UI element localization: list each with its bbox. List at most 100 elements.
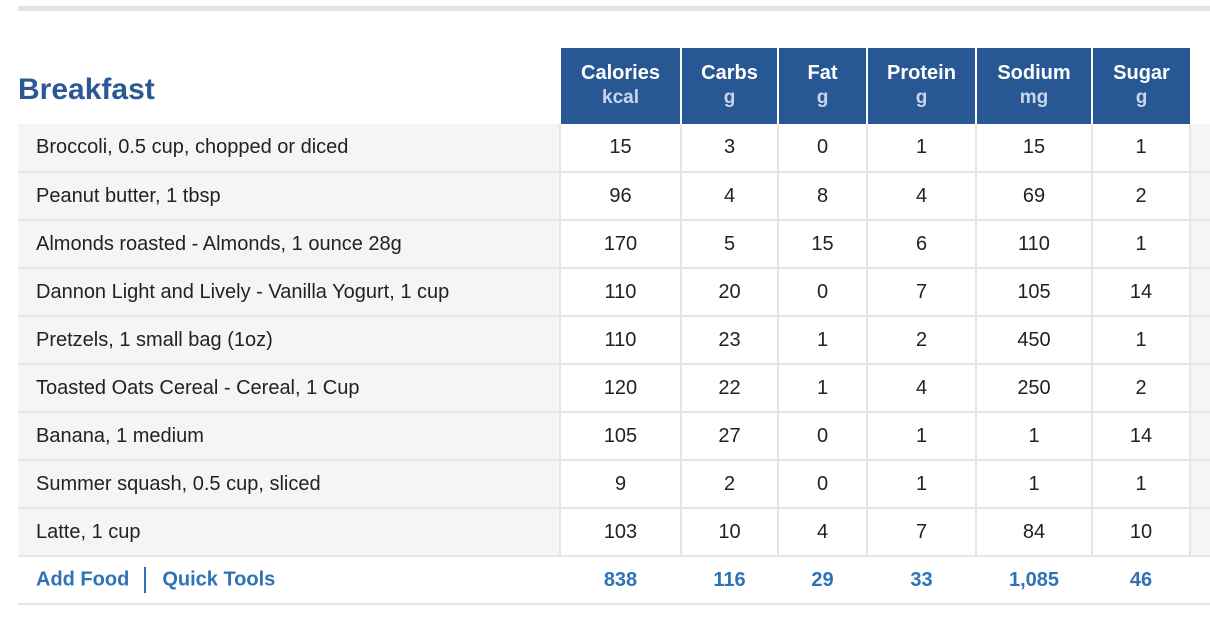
- fat-cell: 4: [777, 508, 867, 557]
- total-sugar: 46: [1092, 556, 1190, 605]
- column-name: Carbs: [701, 62, 758, 84]
- sugar-cell: 14: [1091, 268, 1190, 317]
- sodium-cell: 69: [975, 172, 1092, 221]
- carbs-cell: 4: [680, 172, 778, 221]
- add-food-link[interactable]: Add Food: [36, 568, 130, 591]
- protein-cell: 6: [866, 220, 976, 269]
- carbs-cell: 23: [680, 316, 778, 365]
- fat-cell: 0: [777, 268, 867, 317]
- column-header-sugar: Sugar g: [1091, 48, 1190, 124]
- fat-cell: 15: [777, 220, 867, 269]
- column-name: Sodium: [997, 62, 1071, 84]
- totals-row: Add Food Quick Tools 838 116 29 33 1,085 …: [18, 556, 1210, 605]
- row-spacer: [1189, 268, 1210, 317]
- food-row[interactable]: Toasted Oats Cereal - Cereal, 1 Cup 120 …: [18, 364, 1210, 413]
- calories-cell: 110: [559, 268, 681, 317]
- sodium-cell: 250: [975, 364, 1092, 413]
- meal-actions: Add Food Quick Tools: [18, 556, 560, 605]
- total-sodium: 1,085: [976, 556, 1092, 605]
- food-row[interactable]: Latte, 1 cup 103 10 4 7 84 10: [18, 508, 1210, 557]
- column-header-fat: Fat g: [777, 48, 867, 124]
- food-row[interactable]: Almonds roasted - Almonds, 1 ounce 28g 1…: [18, 220, 1210, 269]
- top-divider: [18, 6, 1210, 11]
- food-name[interactable]: Pretzels, 1 small bag (1oz): [18, 316, 560, 365]
- carbs-cell: 27: [680, 412, 778, 461]
- food-name[interactable]: Almonds roasted - Almonds, 1 ounce 28g: [18, 220, 560, 269]
- sugar-cell: 2: [1091, 172, 1190, 221]
- sugar-cell: 1: [1091, 124, 1190, 173]
- row-spacer: [1189, 412, 1210, 461]
- fat-cell: 8: [777, 172, 867, 221]
- sodium-cell: 105: [975, 268, 1092, 317]
- protein-cell: 1: [866, 460, 976, 509]
- food-row[interactable]: Summer squash, 0.5 cup, sliced 9 2 0 1 1…: [18, 460, 1210, 509]
- column-unit: g: [816, 87, 829, 108]
- calories-cell: 120: [559, 364, 681, 413]
- protein-cell: 1: [866, 124, 976, 173]
- carbs-cell: 3: [680, 124, 778, 173]
- column-name: Sugar: [1113, 62, 1170, 84]
- food-row[interactable]: Banana, 1 medium 105 27 0 1 1 14: [18, 412, 1210, 461]
- total-calories: 838: [560, 556, 681, 605]
- column-unit: mg: [1019, 87, 1049, 108]
- sodium-cell: 84: [975, 508, 1092, 557]
- row-spacer: [1189, 172, 1210, 221]
- table-header-row: Breakfast Calories kcal Carbs g Fat g Pr…: [18, 48, 1210, 124]
- column-unit: kcal: [602, 87, 639, 108]
- sugar-cell: 10: [1091, 508, 1190, 557]
- total-protein: 33: [867, 556, 976, 605]
- food-row[interactable]: Pretzels, 1 small bag (1oz) 110 23 1 2 4…: [18, 316, 1210, 365]
- column-header-carbs: Carbs g: [680, 48, 778, 124]
- food-row[interactable]: Peanut butter, 1 tbsp 96 4 8 4 69 2: [18, 172, 1210, 221]
- food-name[interactable]: Dannon Light and Lively - Vanilla Yogurt…: [18, 268, 560, 317]
- fat-cell: 1: [777, 316, 867, 365]
- fat-cell: 0: [777, 412, 867, 461]
- column-header-protein: Protein g: [866, 48, 976, 124]
- column-name: Fat: [807, 62, 838, 84]
- protein-cell: 7: [866, 508, 976, 557]
- column-header-calories: Calories kcal: [559, 48, 681, 124]
- fat-cell: 1: [777, 364, 867, 413]
- calories-cell: 105: [559, 412, 681, 461]
- calories-cell: 110: [559, 316, 681, 365]
- carbs-cell: 10: [680, 508, 778, 557]
- column-unit: g: [1135, 87, 1148, 108]
- food-name[interactable]: Summer squash, 0.5 cup, sliced: [18, 460, 560, 509]
- column-name: Calories: [581, 62, 660, 84]
- sugar-cell: 1: [1091, 316, 1190, 365]
- carbs-cell: 20: [680, 268, 778, 317]
- meal-title: Breakfast: [18, 73, 155, 106]
- calories-cell: 9: [559, 460, 681, 509]
- protein-cell: 1: [866, 412, 976, 461]
- calories-cell: 103: [559, 508, 681, 557]
- quick-tools-link[interactable]: Quick Tools: [162, 568, 276, 591]
- row-spacer: [1189, 460, 1210, 509]
- protein-cell: 2: [866, 316, 976, 365]
- carbs-cell: 2: [680, 460, 778, 509]
- sodium-cell: 15: [975, 124, 1092, 173]
- total-fat: 29: [778, 556, 867, 605]
- row-spacer: [1189, 316, 1210, 365]
- fat-cell: 0: [777, 460, 867, 509]
- food-row[interactable]: Dannon Light and Lively - Vanilla Yogurt…: [18, 268, 1210, 317]
- column-header-sodium: Sodium mg: [975, 48, 1092, 124]
- calories-cell: 170: [559, 220, 681, 269]
- sodium-cell: 450: [975, 316, 1092, 365]
- food-name[interactable]: Latte, 1 cup: [18, 508, 560, 557]
- column-name: Protein: [887, 62, 956, 84]
- sugar-cell: 1: [1091, 220, 1190, 269]
- carbs-cell: 22: [680, 364, 778, 413]
- total-carbs: 116: [681, 556, 778, 605]
- protein-cell: 4: [866, 364, 976, 413]
- row-spacer: [1189, 124, 1210, 173]
- food-name[interactable]: Broccoli, 0.5 cup, chopped or diced: [18, 124, 560, 173]
- food-row[interactable]: Broccoli, 0.5 cup, chopped or diced 15 3…: [18, 124, 1210, 173]
- food-name[interactable]: Toasted Oats Cereal - Cereal, 1 Cup: [18, 364, 560, 413]
- row-spacer: [1189, 508, 1210, 557]
- column-unit: g: [723, 87, 736, 108]
- totals-spacer: [1190, 556, 1210, 605]
- food-name[interactable]: Banana, 1 medium: [18, 412, 560, 461]
- header-spacer: [1190, 48, 1210, 124]
- sugar-cell: 14: [1091, 412, 1190, 461]
- food-name[interactable]: Peanut butter, 1 tbsp: [18, 172, 560, 221]
